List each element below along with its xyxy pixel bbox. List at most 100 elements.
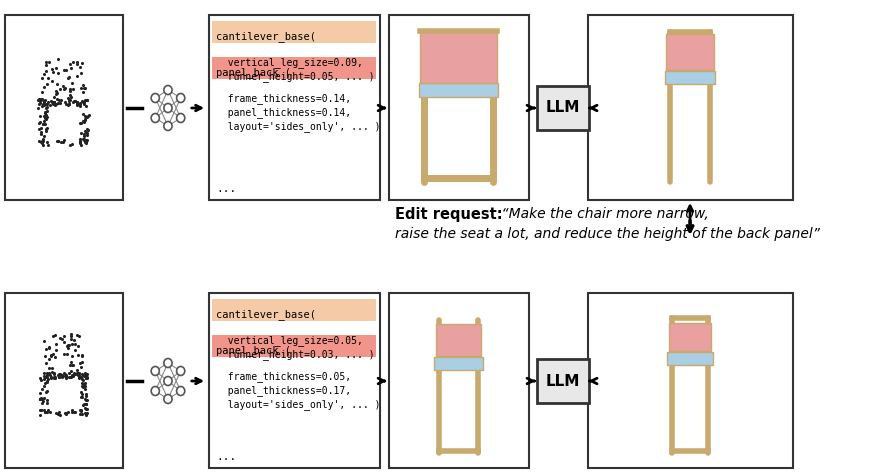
Bar bbox=[536, 86, 588, 130]
Point bbox=[54, 370, 68, 378]
Point bbox=[33, 396, 47, 403]
Point bbox=[81, 112, 95, 120]
Point bbox=[79, 128, 93, 136]
Point bbox=[63, 85, 77, 93]
Point bbox=[49, 64, 63, 72]
Point bbox=[58, 409, 72, 416]
Point bbox=[76, 380, 90, 388]
Bar bbox=[4, 293, 122, 468]
Point bbox=[41, 364, 55, 372]
Point bbox=[80, 97, 94, 104]
Point bbox=[69, 370, 83, 377]
Point bbox=[75, 352, 89, 359]
Point bbox=[61, 74, 76, 82]
Point bbox=[47, 93, 61, 101]
Point bbox=[76, 376, 90, 383]
Point bbox=[57, 350, 71, 357]
Point bbox=[40, 115, 54, 123]
Point bbox=[79, 139, 93, 146]
Point bbox=[47, 99, 61, 107]
Point bbox=[40, 100, 54, 108]
Point bbox=[37, 118, 51, 125]
Point bbox=[44, 352, 58, 360]
Bar bbox=[209, 293, 379, 468]
Point bbox=[80, 131, 94, 139]
Point bbox=[78, 405, 92, 413]
Point bbox=[47, 373, 61, 381]
Point bbox=[37, 97, 51, 104]
Point bbox=[62, 91, 76, 98]
Bar bbox=[212, 21, 376, 43]
Point bbox=[32, 119, 47, 127]
Point bbox=[48, 101, 62, 109]
Point bbox=[76, 98, 90, 106]
Bar bbox=[388, 293, 529, 468]
Point bbox=[58, 373, 72, 380]
Point bbox=[78, 382, 92, 390]
Bar bbox=[388, 15, 529, 200]
Point bbox=[57, 370, 71, 377]
Point bbox=[72, 374, 86, 381]
Point bbox=[58, 84, 72, 92]
Point bbox=[34, 406, 48, 414]
Point bbox=[38, 408, 52, 415]
Point bbox=[68, 98, 83, 105]
Point bbox=[44, 97, 58, 105]
Point bbox=[51, 55, 65, 63]
Point bbox=[64, 406, 78, 414]
Point bbox=[33, 396, 47, 403]
Point bbox=[62, 101, 76, 108]
Point bbox=[39, 104, 53, 112]
Point bbox=[76, 400, 90, 407]
Text: frame_thickness=0.14,: frame_thickness=0.14, bbox=[216, 93, 351, 104]
Text: layout='sides_only', ... ): layout='sides_only', ... ) bbox=[216, 399, 380, 410]
Bar bbox=[664, 71, 715, 84]
Point bbox=[53, 100, 67, 107]
Point bbox=[51, 100, 65, 107]
Point bbox=[78, 374, 92, 381]
Point bbox=[79, 371, 93, 379]
Point bbox=[75, 98, 89, 105]
Point bbox=[78, 379, 92, 387]
Point bbox=[43, 101, 57, 108]
Point bbox=[54, 372, 68, 380]
Point bbox=[48, 90, 62, 97]
Point bbox=[47, 333, 61, 340]
Point bbox=[79, 390, 93, 398]
Point bbox=[56, 138, 70, 146]
Point bbox=[76, 383, 90, 391]
Point bbox=[38, 408, 52, 416]
Point bbox=[73, 99, 87, 107]
Point bbox=[46, 98, 60, 106]
Point bbox=[34, 95, 48, 103]
Point bbox=[32, 96, 47, 103]
Text: runner_height=0.05, ... ): runner_height=0.05, ... ) bbox=[216, 71, 374, 82]
Point bbox=[81, 113, 95, 120]
Point bbox=[61, 345, 76, 352]
Point bbox=[40, 373, 54, 380]
Point bbox=[52, 371, 66, 378]
Point bbox=[79, 96, 93, 103]
Point bbox=[42, 58, 56, 66]
Point bbox=[43, 408, 57, 415]
Circle shape bbox=[163, 359, 172, 368]
Point bbox=[62, 73, 76, 80]
Point bbox=[40, 373, 54, 380]
Point bbox=[33, 130, 47, 137]
Point bbox=[63, 96, 77, 103]
Point bbox=[76, 81, 90, 89]
Bar bbox=[587, 15, 792, 200]
Point bbox=[41, 375, 55, 382]
Point bbox=[40, 369, 54, 376]
Point bbox=[72, 140, 86, 147]
Text: cantilever_base(: cantilever_base( bbox=[216, 309, 316, 320]
Point bbox=[79, 412, 93, 419]
Point bbox=[61, 97, 76, 104]
Point bbox=[74, 119, 88, 127]
Point bbox=[49, 101, 63, 108]
Point bbox=[46, 350, 60, 358]
Point bbox=[39, 59, 53, 66]
Point bbox=[76, 110, 90, 118]
Point bbox=[36, 135, 50, 143]
Point bbox=[46, 99, 60, 107]
